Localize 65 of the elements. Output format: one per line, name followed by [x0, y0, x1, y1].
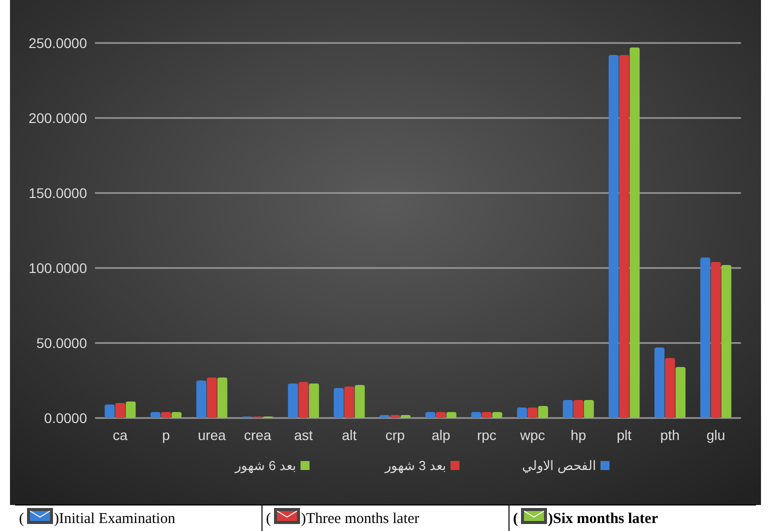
- bar: [288, 384, 298, 418]
- bar: [380, 415, 390, 418]
- x-tick-label: crea: [244, 427, 272, 443]
- bar: [608, 55, 619, 418]
- x-tick-label: alp: [432, 427, 450, 443]
- bar: [538, 406, 548, 418]
- bar: [126, 402, 136, 418]
- bar: [344, 386, 354, 418]
- bar: [562, 400, 573, 418]
- bar: [308, 384, 319, 418]
- bar: [528, 408, 538, 418]
- bar: [334, 388, 344, 418]
- bar: [217, 378, 228, 418]
- bar: [390, 415, 400, 418]
- y-tick-label: 150.0000: [28, 184, 88, 201]
- x-tick-label: wpc: [519, 427, 545, 443]
- text: ( )Six months later: [513, 511, 658, 527]
- bar: [584, 400, 594, 418]
- x-tick-label: glu: [706, 427, 726, 443]
- bar: [436, 412, 446, 418]
- legend-label: بعد 6 شهور: [234, 458, 296, 474]
- y-tick-label: 100.0000: [28, 260, 88, 276]
- bar: [425, 412, 436, 418]
- x-tick-label: crp: [385, 427, 406, 443]
- bar: [721, 265, 732, 418]
- bar: [354, 385, 365, 418]
- y-tick-label: 50.0000: [36, 334, 88, 351]
- bar: [206, 378, 217, 418]
- x-tick-label: hp: [570, 427, 586, 443]
- bar: [700, 258, 710, 418]
- bar: [517, 408, 528, 418]
- bar: [298, 382, 308, 418]
- bar: [104, 404, 115, 418]
- bar: [492, 412, 502, 418]
- bar: [161, 412, 172, 418]
- bar: [115, 403, 126, 418]
- legend-label: بعد 3 شهور: [384, 458, 446, 474]
- text: ( )Three months later: [266, 511, 420, 527]
- bar: [400, 415, 411, 418]
- bar: [446, 412, 456, 418]
- bar: [196, 380, 206, 418]
- y-tick-label: 250.0000: [28, 34, 88, 51]
- x-tick-label: urea: [198, 427, 226, 443]
- x-tick-label: p: [162, 427, 170, 443]
- bar: [664, 358, 675, 418]
- bar: [710, 262, 721, 418]
- bar: [654, 348, 664, 418]
- x-tick-label: ca: [112, 427, 128, 443]
- bar: [619, 55, 630, 418]
- bar: [482, 412, 492, 418]
- bar: [573, 400, 584, 418]
- bar: [150, 412, 160, 418]
- bar: [172, 412, 182, 418]
- x-tick-label: rpc: [476, 427, 496, 443]
- bar: [630, 48, 640, 418]
- x-tick-label: ast: [294, 427, 313, 443]
- bar: [471, 412, 482, 418]
- legend-label: الفحص الاولي: [522, 458, 596, 474]
- bar: [676, 367, 686, 418]
- text: ( )Initial Examination: [19, 511, 176, 527]
- y-tick-label: 200.0000: [28, 110, 88, 126]
- x-tick-label: pth: [660, 427, 680, 443]
- x-tick-label: plt: [616, 427, 632, 443]
- x-tick-label: alt: [342, 427, 357, 443]
- y-tick-label: 0.0000: [44, 410, 88, 426]
